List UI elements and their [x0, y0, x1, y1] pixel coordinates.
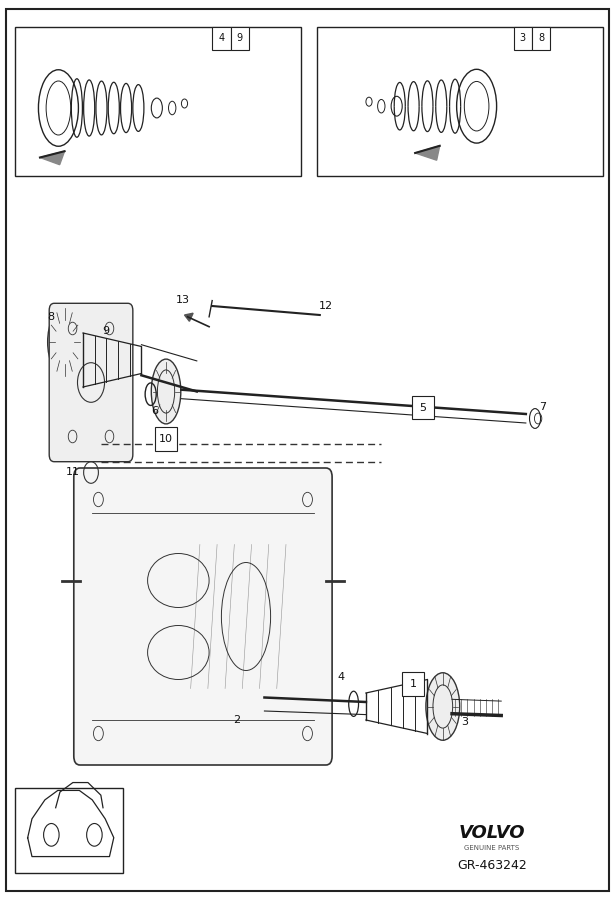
Text: 7: 7: [539, 401, 547, 412]
Polygon shape: [184, 313, 193, 321]
Text: 1: 1: [410, 679, 417, 689]
Ellipse shape: [151, 359, 181, 424]
Text: VOLVO: VOLVO: [459, 824, 525, 842]
Text: 8: 8: [538, 33, 544, 43]
Text: GR-463242: GR-463242: [457, 860, 527, 872]
Ellipse shape: [426, 673, 460, 740]
Text: 9: 9: [237, 33, 243, 43]
Text: 3: 3: [520, 33, 526, 43]
Text: 8: 8: [47, 311, 54, 322]
Polygon shape: [415, 146, 440, 160]
Bar: [514, 27, 532, 50]
Text: 2: 2: [233, 715, 240, 725]
FancyBboxPatch shape: [74, 468, 332, 765]
Text: 4: 4: [218, 33, 224, 43]
Bar: [412, 396, 434, 419]
Text: 10: 10: [159, 434, 173, 445]
Bar: [15, 27, 301, 176]
Bar: [402, 672, 424, 696]
Bar: [317, 27, 603, 176]
Bar: [231, 27, 249, 50]
FancyBboxPatch shape: [49, 303, 133, 462]
Bar: [532, 27, 550, 50]
Bar: [155, 428, 177, 451]
Bar: [15, 788, 123, 873]
Text: 9: 9: [102, 326, 109, 337]
Text: GENUINE PARTS: GENUINE PARTS: [464, 845, 520, 850]
Text: 12: 12: [319, 301, 333, 311]
Text: 5: 5: [419, 402, 427, 413]
Text: 4: 4: [338, 671, 345, 682]
Polygon shape: [40, 151, 65, 165]
Text: 3: 3: [461, 716, 468, 727]
Ellipse shape: [48, 308, 81, 376]
Bar: [212, 27, 231, 50]
Text: 11: 11: [66, 466, 79, 477]
Text: 13: 13: [177, 294, 190, 305]
Text: 6: 6: [151, 406, 159, 417]
